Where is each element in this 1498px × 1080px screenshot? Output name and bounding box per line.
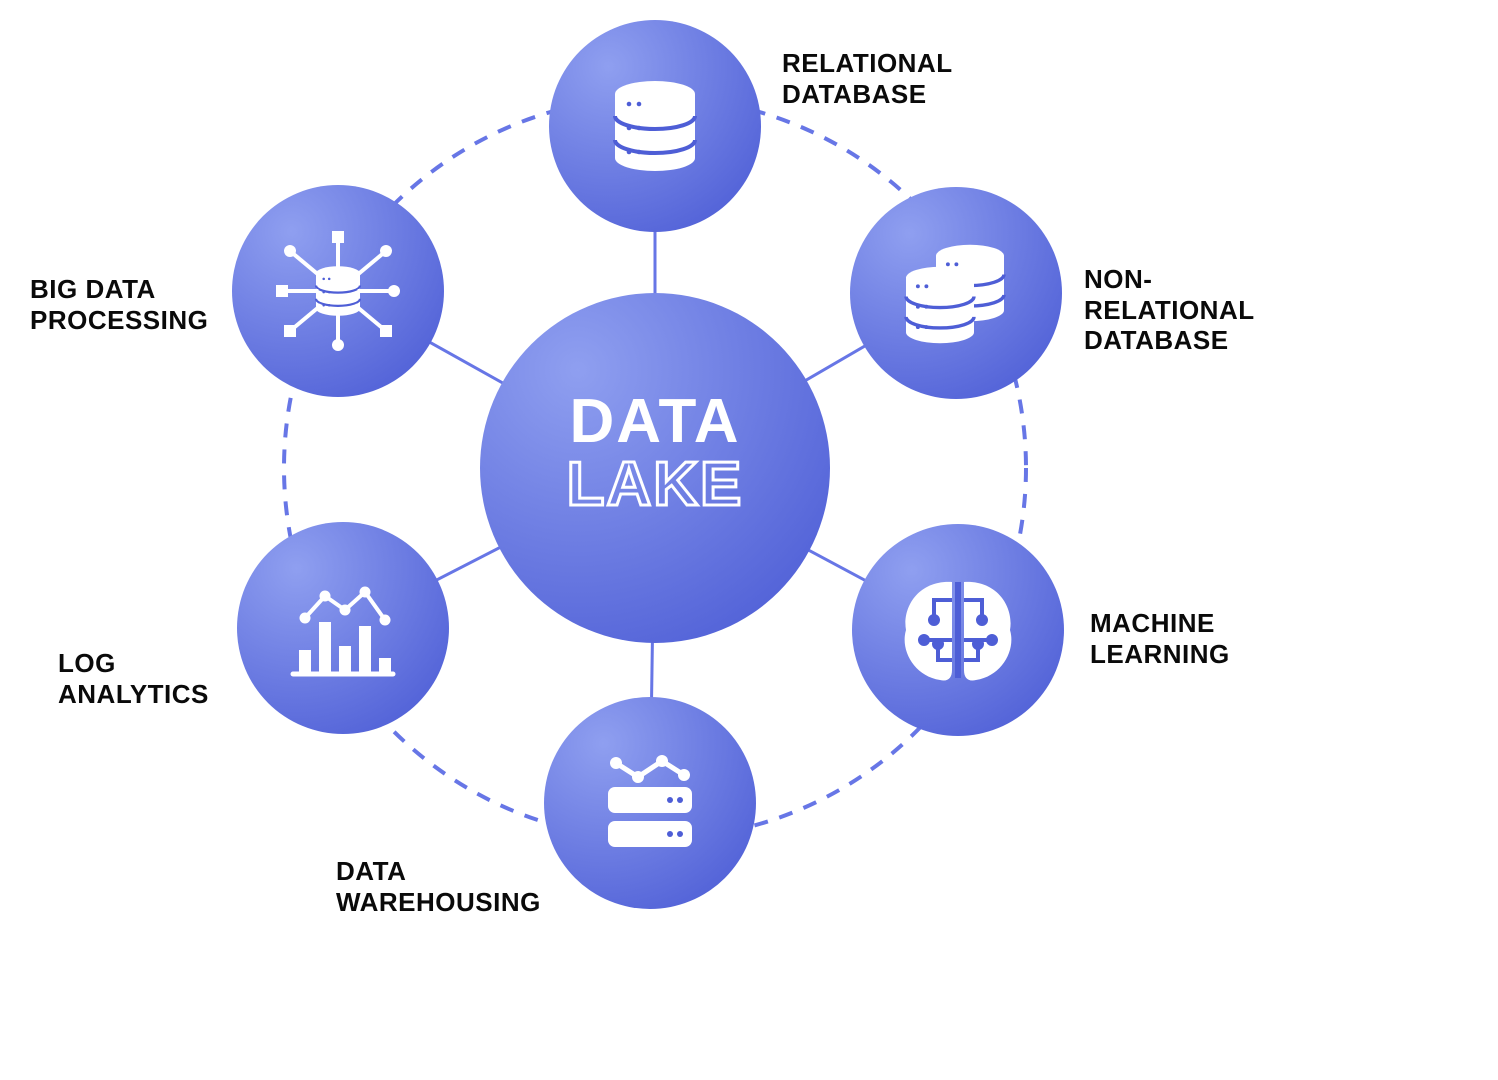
database-icon bbox=[615, 81, 695, 171]
processing-icon bbox=[276, 231, 400, 351]
center-title-line2: LAKE bbox=[515, 453, 795, 516]
center-title-line1: DATA bbox=[515, 390, 795, 453]
diagram-stage: { "diagram":{ "type":"infographic", "bac… bbox=[0, 0, 1498, 1080]
label-log: LOGANALYTICS bbox=[58, 648, 209, 709]
label-nonrelational: NON-RELATIONALDATABASE bbox=[1084, 264, 1255, 356]
diagram-svg bbox=[0, 0, 1498, 1080]
brain-icon bbox=[905, 582, 1012, 681]
label-bigdata: BIG DATAPROCESSING bbox=[30, 274, 208, 335]
label-ml: MACHINELEARNING bbox=[1090, 608, 1230, 669]
label-warehouse: DATAWAREHOUSING bbox=[336, 856, 541, 917]
center-title: DATA LAKE bbox=[515, 390, 795, 516]
label-relational: RELATIONALDATABASE bbox=[782, 48, 953, 109]
node-log bbox=[237, 522, 449, 734]
